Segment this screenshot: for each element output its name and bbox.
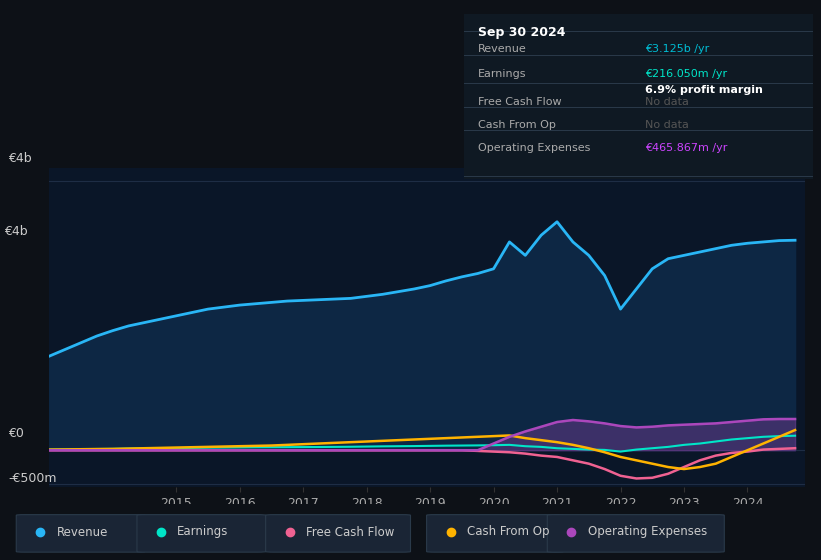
Text: No data: No data bbox=[645, 97, 689, 106]
Text: Operating Expenses: Operating Expenses bbox=[588, 525, 707, 539]
FancyBboxPatch shape bbox=[137, 515, 266, 552]
Text: €3.125b /yr: €3.125b /yr bbox=[645, 44, 709, 54]
Text: Revenue: Revenue bbox=[478, 44, 526, 54]
FancyBboxPatch shape bbox=[548, 515, 724, 552]
Text: Free Cash Flow: Free Cash Flow bbox=[478, 97, 562, 106]
Text: €4b: €4b bbox=[8, 152, 32, 165]
Text: Revenue: Revenue bbox=[57, 525, 108, 539]
Text: Sep 30 2024: Sep 30 2024 bbox=[478, 26, 566, 39]
Text: Free Cash Flow: Free Cash Flow bbox=[306, 525, 394, 539]
Text: Cash From Op: Cash From Op bbox=[467, 525, 549, 539]
Text: -€500m: -€500m bbox=[8, 472, 57, 484]
Text: No data: No data bbox=[645, 120, 689, 130]
Text: 6.9% profit margin: 6.9% profit margin bbox=[645, 85, 764, 95]
Text: Earnings: Earnings bbox=[177, 525, 228, 539]
FancyBboxPatch shape bbox=[266, 515, 410, 552]
Text: €465.867m /yr: €465.867m /yr bbox=[645, 143, 727, 153]
Text: €4b: €4b bbox=[4, 225, 28, 238]
FancyBboxPatch shape bbox=[16, 515, 145, 552]
FancyBboxPatch shape bbox=[427, 515, 563, 552]
Text: Operating Expenses: Operating Expenses bbox=[478, 143, 590, 153]
Text: Cash From Op: Cash From Op bbox=[478, 120, 556, 130]
Text: €0: €0 bbox=[8, 427, 24, 440]
Text: Earnings: Earnings bbox=[478, 68, 526, 78]
Text: €216.050m /yr: €216.050m /yr bbox=[645, 68, 727, 78]
